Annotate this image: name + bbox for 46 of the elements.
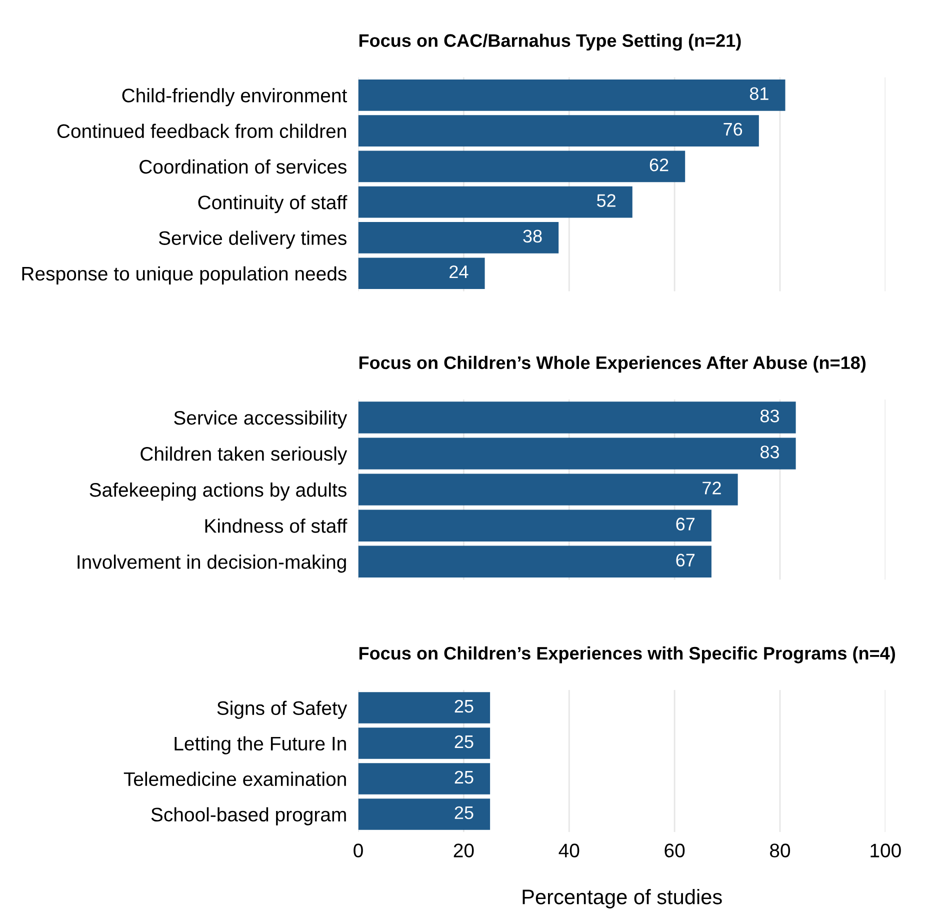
- y-tick-label: Telemedicine examination: [124, 772, 346, 786]
- y-tick-label: Involvement in decision-making: [78, 554, 346, 573]
- x-tick-label: 100: [870, 844, 901, 858]
- y-tick-label: Signs of Safety: [217, 700, 348, 719]
- data-label: 67: [676, 554, 695, 566]
- bar: [358, 115, 759, 146]
- x-tick-label: 20: [454, 844, 474, 858]
- x-tick-label: 60: [664, 844, 685, 858]
- data-label: 25: [454, 735, 474, 748]
- bar: [358, 79, 786, 111]
- data-label: 25: [454, 806, 474, 820]
- x-tick-label: 0: [354, 844, 363, 858]
- chart-title: Focus on Children’s Experiences with Specific Programs (n=4): [359, 646, 895, 664]
- y-tick-label: Continuity of staff: [198, 195, 348, 214]
- x-axis-title: Percentage of studies: [522, 889, 722, 908]
- y-tick-label: Kindness of staff: [205, 518, 348, 533]
- y-tick-label: Service delivery times: [158, 230, 346, 249]
- y-tick-label: Response to unique population needs: [22, 266, 346, 284]
- bar: [358, 222, 559, 254]
- y-tick-label: Children taken seriously: [140, 446, 348, 465]
- data-label: 83: [760, 410, 779, 422]
- bar: [358, 186, 632, 218]
- x-tick-label: 40: [558, 844, 580, 858]
- y-tick-label: Continued feedback from children: [57, 124, 346, 138]
- data-label: 83: [760, 446, 779, 458]
- data-label: 72: [702, 482, 721, 494]
- y-tick-label: Safekeeping actions by adults: [90, 482, 346, 501]
- data-label: 52: [597, 194, 616, 207]
- y-tick-label: School-based program: [151, 807, 346, 826]
- y-tick-label: Coordination of services: [140, 159, 346, 174]
- data-label: 76: [724, 122, 742, 136]
- chart-title: Focus on CAC/Barnahus Type Setting (n=21): [359, 34, 741, 51]
- y-tick-label: Child-friendly environment: [122, 88, 348, 106]
- data-label: 25: [454, 700, 474, 713]
- bar: [358, 150, 686, 182]
- y-tick-label: Letting the Future In: [174, 736, 346, 754]
- data-label: 67: [676, 518, 695, 530]
- data-label: 24: [450, 265, 468, 278]
- y-tick-label: Service accessibility: [174, 410, 348, 429]
- data-label: 62: [650, 158, 668, 172]
- data-label: 38: [523, 230, 542, 243]
- data-label: 25: [454, 770, 474, 784]
- bar: [358, 258, 485, 290]
- data-label: 81: [750, 87, 768, 100]
- chart-title: Focus on Children’s Whole Experiences After Abuse (n=18): [359, 356, 866, 373]
- x-tick-label: 80: [770, 844, 790, 858]
